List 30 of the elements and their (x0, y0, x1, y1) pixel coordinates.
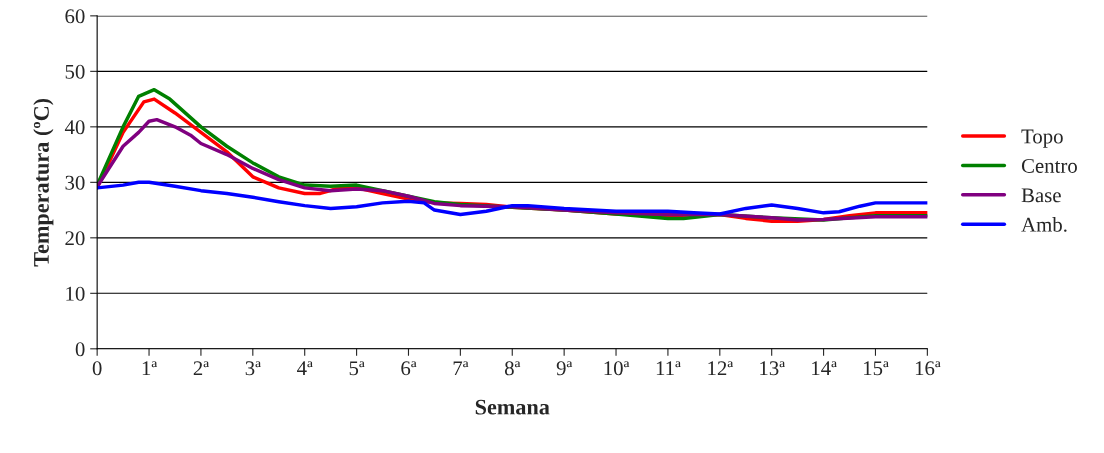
y-tick-label: 40 (64, 120, 85, 135)
x-tick-label: 14ª (812, 361, 837, 376)
x-tick-label: 9ª (556, 361, 573, 376)
x-tick-label: 16ª (915, 361, 941, 376)
y-tick-label: 20 (65, 231, 85, 246)
x-tick-label: 5ª (349, 361, 365, 376)
x-tick-label: 0 (92, 361, 102, 376)
x-tick-label: 10ª (604, 361, 630, 376)
legend-label: Centro (1021, 158, 1077, 173)
x-tick-label: 3ª (245, 361, 261, 376)
x-tick-label: 15ª (864, 361, 889, 376)
x-axis-title: Semana (475, 399, 550, 415)
y-axis-title: Temperatura (ºC) (33, 98, 54, 267)
legend-label: Topo (1021, 129, 1063, 148)
x-tick-label: 13ª (760, 361, 785, 376)
y-tick-label: 30 (65, 175, 85, 190)
x-tick-label: 2ª (193, 361, 209, 376)
x-tick-label: 1ª (142, 361, 158, 376)
x-tick-label: 11ª (656, 361, 681, 376)
legend-label: Amb. (1021, 217, 1067, 232)
y-tick-label: 10 (66, 286, 85, 301)
x-tick-label: 6ª (401, 361, 417, 376)
x-tick-label: 8ª (504, 361, 521, 376)
x-tick-label: 7ª (453, 361, 469, 376)
y-tick-label: 60 (65, 9, 85, 24)
x-tick-label: 4ª (297, 361, 313, 376)
y-tick-label: 50 (65, 64, 85, 79)
legend-label: Base (1021, 188, 1061, 203)
y-tick-label: 0 (75, 342, 85, 357)
x-tick-label: 12ª (708, 361, 734, 376)
